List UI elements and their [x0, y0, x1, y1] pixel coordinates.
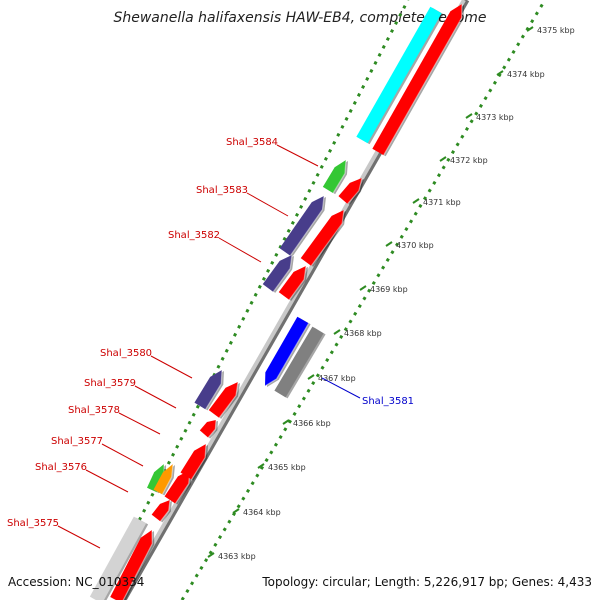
- red-gene-3583: [300, 209, 346, 267]
- gene-label-shal-3579: Shal_3579: [84, 378, 177, 409]
- kbp-tick: 4373 kbp: [465, 113, 514, 122]
- kbp-tick: 4369 kbp: [359, 285, 408, 294]
- gene-label-text: Shal_3580: [100, 348, 152, 359]
- red-gene-top: [372, 3, 464, 157]
- kbp-tick-label: 4372 kbp: [450, 156, 488, 165]
- gene-label-text: Shal_3581: [362, 396, 414, 407]
- gene-label-text: Shal_3575: [7, 518, 59, 529]
- kbp-ticks: 4363 kbp 4364 kbp 4365 kbp 4366 kbp 4367 kbp…: [207, 26, 575, 561]
- gene-label-shal-3583: Shal_3583: [196, 185, 289, 217]
- gene-label-shal-3577: Shal_3577: [51, 436, 144, 467]
- grey-gene: [274, 326, 326, 399]
- orange-gene-3576: [153, 463, 175, 496]
- kbp-tick-label: 4366 kbp: [293, 419, 331, 428]
- red-gene-3578: [199, 419, 218, 439]
- kbp-tick: 4374 kbp: [496, 70, 545, 79]
- purple-gene-3583: [279, 195, 326, 257]
- map-title: Shewanella halifaxensis HAW-EB4, complet…: [113, 10, 486, 26]
- kbp-tick-label: 4374 kbp: [507, 70, 545, 79]
- kbp-tick: 4375 kbp: [526, 26, 575, 35]
- kbp-tick-label: 4370 kbp: [396, 241, 434, 250]
- purple-gene-3582: [262, 254, 294, 293]
- gene-label-shal-3575: Shal_3575: [7, 518, 101, 549]
- gene-label-shal-3576: Shal_3576: [35, 462, 129, 493]
- kbp-tick: 4364 kbp: [232, 508, 281, 517]
- red-gene-3584: [338, 177, 364, 205]
- gene-label-text: Shal_3576: [35, 462, 87, 473]
- blue-gene-3581: [264, 316, 311, 387]
- gene-label-text: Shal_3584: [226, 137, 278, 148]
- gene-labels: Shal_3584 Shal_3583 Shal_3582 Shal_3580 Shal…: [7, 137, 414, 549]
- kbp-tick: 4365 kbp: [257, 463, 306, 472]
- kbp-tick: 4366 kbp: [282, 419, 331, 428]
- kbp-tick: 4368 kbp: [333, 329, 382, 338]
- kbp-tick-label: 4373 kbp: [476, 113, 514, 122]
- red-gene-bottom: [110, 529, 155, 600]
- green-gene-3584: [322, 159, 348, 195]
- gene-label-shal-3582: Shal_3582: [168, 230, 262, 263]
- gene-label-shal-3584: Shal_3584: [226, 137, 319, 167]
- kbp-tick-label: 4368 kbp: [344, 329, 382, 338]
- gene-label-shal-3581: Shal_3581: [321, 377, 414, 407]
- kbp-tick-label: 4371 kbp: [423, 198, 461, 207]
- kbp-tick-label: 4367 kbp: [318, 374, 356, 383]
- gene-label-shal-3578: Shal_3578: [68, 405, 161, 435]
- kbp-tick: 4367 kbp: [307, 374, 356, 383]
- kbp-tick: 4371 kbp: [412, 198, 461, 207]
- gene-label-shal-3580: Shal_3580: [100, 348, 193, 379]
- kbp-tick-label: 4369 kbp: [370, 285, 408, 294]
- kbp-tick-label: 4365 kbp: [268, 463, 306, 472]
- kbp-tick: 4370 kbp: [385, 241, 434, 250]
- light-grey-gene: [89, 516, 149, 600]
- red-gene-3576b: [180, 443, 208, 481]
- cyan-gene: [356, 6, 444, 145]
- purple-gene-3580: [194, 369, 224, 411]
- kbp-tick: 4363 kbp: [207, 552, 256, 561]
- red-gene-3575a: [151, 499, 172, 523]
- red-gene-3582: [278, 265, 308, 301]
- kbp-tick: 4372 kbp: [439, 156, 488, 165]
- accession-text: Accession: NC_010334: [8, 575, 144, 589]
- gene-label-text: Shal_3579: [84, 378, 136, 389]
- gene-label-text: Shal_3577: [51, 436, 103, 447]
- kbp-tick-label: 4364 kbp: [243, 508, 281, 517]
- gene-label-text: Shal_3578: [68, 405, 120, 416]
- gene-features: [89, 3, 464, 600]
- gene-label-text: Shal_3582: [168, 230, 220, 241]
- red-gene-3579: [208, 381, 240, 419]
- gene-label-text: Shal_3583: [196, 185, 248, 196]
- topology-text: Topology: circular; Length: 5,226,917 bp…: [261, 575, 592, 589]
- kbp-tick-label: 4363 kbp: [218, 552, 256, 561]
- kbp-tick-label: 4375 kbp: [537, 26, 575, 35]
